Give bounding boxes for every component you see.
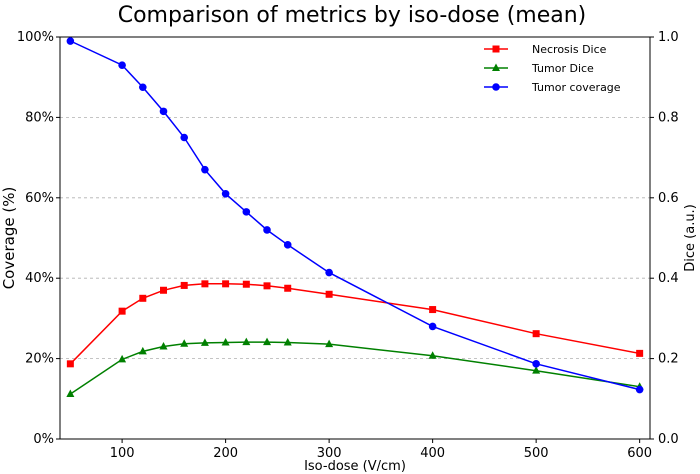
y-right-tick-label: 0.8	[658, 110, 679, 125]
data-point-necrosis-dice	[180, 281, 188, 289]
legend-label: Tumor coverage	[531, 81, 621, 94]
data-point-tumor-coverage	[118, 61, 126, 69]
data-point-necrosis-dice	[139, 294, 147, 302]
y-axis-right: 0.0 0.2 0.4 0.6 0.8 1.0	[650, 30, 679, 447]
chart-title: Comparison of metrics by iso-dose (mean)	[118, 3, 587, 28]
data-point-tumor-coverage	[221, 189, 230, 198]
data-point-necrosis-dice	[429, 306, 437, 314]
legend-marker	[492, 83, 500, 91]
legend-label: Necrosis Dice	[532, 43, 607, 56]
data-point-tumor-coverage	[180, 133, 189, 142]
x-tick-label: 300	[317, 446, 342, 461]
y-right-tick-label: 0.0	[658, 432, 679, 447]
data-point-tumor-dice	[428, 351, 437, 359]
data-point-tumor-dice	[180, 339, 189, 347]
data-point-tumor-dice	[66, 389, 75, 397]
data-point-necrosis-dice	[242, 280, 250, 288]
data-point-tumor-coverage	[139, 83, 147, 92]
data-point-tumor-dice	[118, 354, 127, 363]
series-line-necrosis-dice	[69, 283, 640, 365]
y-right-tick-label: 1.0	[658, 30, 679, 45]
data-point-necrosis-dice	[118, 307, 126, 315]
data-point-tumor-coverage	[428, 322, 437, 331]
x-axis: 100 200 300 400 500 600	[110, 439, 652, 461]
legend-marker	[492, 45, 500, 53]
data-point-necrosis-dice	[222, 280, 230, 288]
x-axis-label: Iso-dose (V/cm)	[304, 459, 406, 474]
y-left-tick-label: 80%	[25, 110, 54, 125]
y-left-tick-label: 100%	[17, 30, 54, 45]
legend-label: Tumor Dice	[531, 62, 594, 75]
y-left-tick-label: 60%	[25, 191, 54, 206]
data-point-tumor-coverage	[325, 268, 333, 277]
data-point-tumor-coverage	[159, 107, 168, 116]
legend-item-necrosis-dice: Necrosis Dice	[484, 43, 607, 56]
x-tick-label: 200	[213, 446, 238, 461]
data-point-tumor-coverage	[66, 37, 75, 45]
data-point-tumor-coverage	[532, 360, 540, 368]
data-point-tumor-coverage	[635, 385, 644, 394]
legend-item-tumor-coverage: Tumor coverage	[484, 81, 621, 94]
data-point-necrosis-dice	[160, 286, 168, 294]
y-right-tick-label: 0.4	[658, 271, 679, 286]
data-point-tumor-dice	[159, 342, 168, 350]
y-right-tick-label: 0.6	[658, 191, 679, 206]
legend-marker	[492, 63, 500, 71]
data-point-tumor-coverage	[201, 165, 209, 174]
data-point-tumor-coverage	[242, 208, 251, 216]
series-tumor-coverage	[66, 37, 644, 394]
series-tumor-dice	[66, 337, 644, 397]
y-left-tick-label: 20%	[25, 352, 54, 367]
data-point-tumor-coverage	[283, 241, 292, 249]
data-point-necrosis-dice	[325, 290, 333, 298]
series-layer	[66, 37, 644, 397]
legend-item-tumor-dice: Tumor Dice	[484, 62, 594, 75]
y-left-tick-label: 40%	[25, 271, 54, 286]
grid	[60, 117, 650, 360]
data-point-tumor-dice	[138, 346, 147, 355]
data-point-necrosis-dice	[263, 282, 271, 290]
legend: Necrosis Dice Tumor Dice Tumor coverage	[484, 43, 621, 94]
series-line-tumor-dice	[69, 341, 640, 395]
data-point-necrosis-dice	[201, 280, 209, 288]
series-necrosis-dice	[66, 280, 644, 368]
data-point-tumor-dice	[221, 338, 230, 346]
y-left-tick-label: 0%	[33, 432, 54, 447]
data-point-necrosis-dice	[532, 330, 540, 338]
x-tick-label: 100	[110, 446, 135, 461]
series-line-tumor-coverage	[70, 40, 640, 391]
data-point-tumor-dice	[200, 338, 209, 346]
x-tick-label: 400	[420, 446, 445, 461]
x-tick-label: 600	[627, 446, 652, 461]
data-point-tumor-dice	[532, 366, 541, 374]
data-point-necrosis-dice	[66, 360, 74, 368]
y-axis-left-label: Coverage (%)	[0, 187, 18, 290]
data-point-tumor-dice	[283, 338, 292, 346]
data-point-tumor-dice	[325, 339, 334, 348]
y-right-tick-label: 0.2	[658, 352, 679, 367]
data-point-tumor-coverage	[263, 226, 271, 234]
x-tick-label: 500	[524, 446, 549, 461]
data-point-tumor-dice	[242, 337, 251, 346]
y-axis-left: 0% 20% 40% 60% 80% 100%	[17, 30, 60, 447]
data-point-necrosis-dice	[284, 284, 292, 292]
data-point-necrosis-dice	[636, 349, 644, 357]
plot-frame	[59, 36, 651, 440]
data-point-tumor-dice	[263, 337, 272, 346]
y-axis-right-label: Dice (a.u.)	[683, 204, 698, 272]
